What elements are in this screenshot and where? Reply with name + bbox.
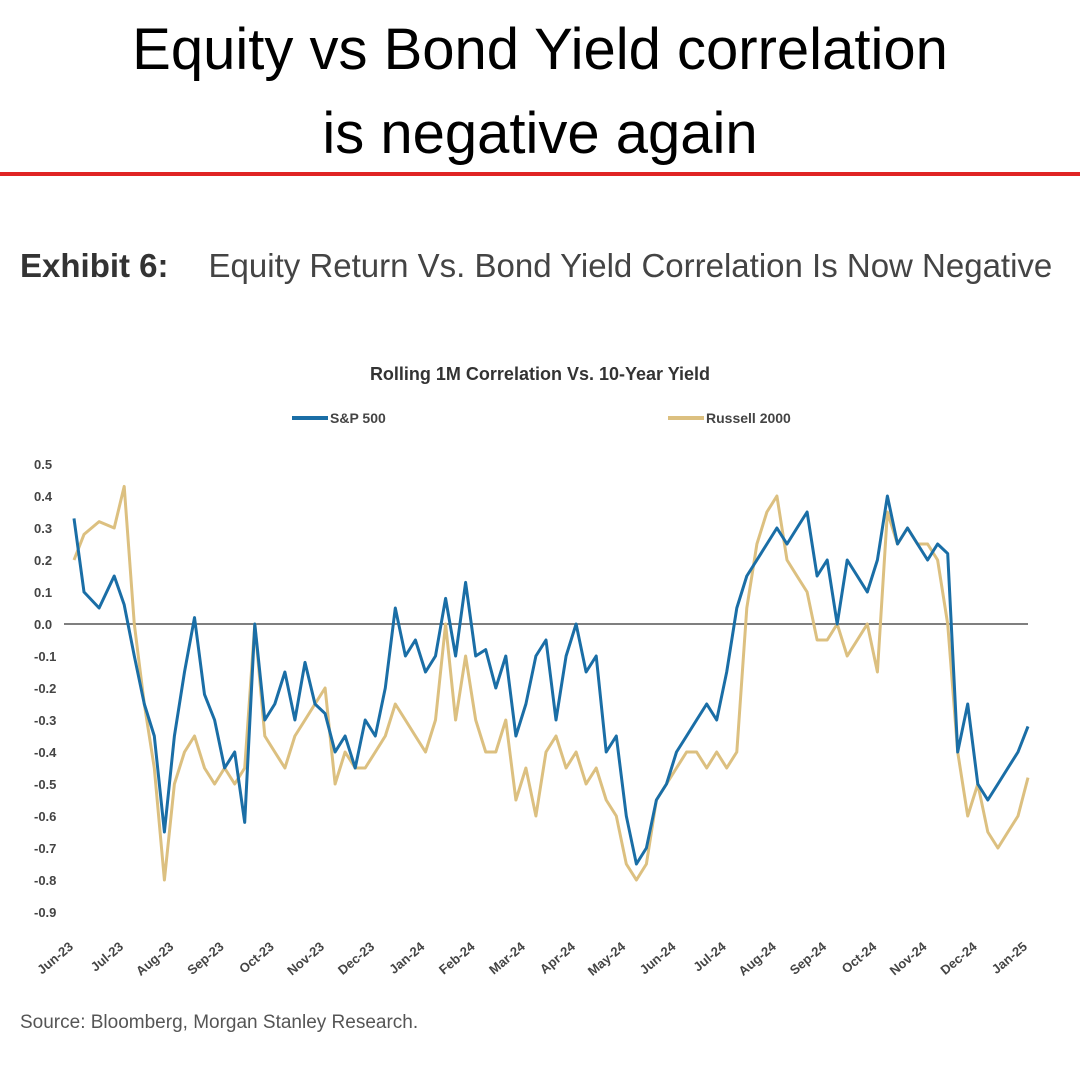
x-tick-label: Jan-25: [989, 939, 1030, 977]
exhibit-text: Equity Return Vs. Bond Yield Correlation…: [208, 247, 1053, 284]
y-tick-label: -0.9: [34, 905, 56, 920]
y-tick-label: -0.6: [34, 809, 56, 824]
series-line-sp500: [72, 494, 1030, 866]
y-tick-label: -0.4: [34, 745, 57, 760]
x-tick-label: May-24: [585, 938, 629, 978]
y-tick-label: 0.1: [34, 585, 52, 600]
x-tick-label: Dec-24: [937, 938, 980, 977]
y-tick-label: 0.5: [34, 457, 52, 472]
x-tick-label: Sep-24: [787, 938, 830, 977]
y-tick-label: 0.2: [34, 553, 52, 568]
y-tick-label: -0.2: [34, 681, 56, 696]
red-divider: [0, 172, 1080, 176]
headline-line-2: is negative again: [322, 101, 758, 166]
legend-label-2: Russell 2000: [706, 410, 791, 426]
x-tick-label: Jan-24: [386, 938, 428, 976]
source-note: Source: Bloomberg, Morgan Stanley Resear…: [20, 1012, 419, 1033]
x-tick-label: Feb-24: [436, 938, 478, 977]
x-tick-label: Apr-24: [537, 938, 579, 976]
exhibit-label: Exhibit 6:: [20, 247, 169, 284]
headline: Equity vs Bond Yield correlation is nega…: [0, 8, 1080, 176]
headline-line-1: Equity vs Bond Yield correlation: [132, 17, 948, 82]
legend-label-1: S&P 500: [330, 410, 386, 426]
y-tick-label: -0.3: [34, 713, 56, 728]
correlation-chart: S&P 500 Russell 2000 0.5 0.4 0.3 0.2 0.1 0.0 -0.…: [34, 410, 1030, 979]
y-tick-label: -0.1: [34, 649, 56, 664]
x-tick-label: Aug-24: [735, 938, 779, 978]
x-tick-label: Jul-23: [88, 939, 126, 975]
x-tick-label: Sep-23: [184, 939, 226, 978]
x-tick-label: Dec-23: [335, 939, 377, 978]
x-tick-label: Jul-24: [690, 938, 729, 974]
series-line-russell2000: [72, 484, 1030, 882]
y-tick-label: -0.8: [34, 873, 56, 888]
chart-title: Rolling 1M Correlation Vs. 10-Year Yield: [369, 364, 711, 384]
x-tick-label: Nov-23: [284, 939, 327, 978]
y-tick-label: 0.0: [34, 617, 52, 632]
x-tick-label: Oct-24: [839, 938, 880, 976]
x-tick-label: Oct-23: [236, 939, 277, 977]
x-tick-label: Nov-24: [887, 938, 930, 978]
x-tick-label: Jun-24: [637, 938, 679, 977]
exhibit-heading: Exhibit 6: Equity Return Vs. Bond Yield C…: [20, 238, 1060, 294]
y-tick-label: 0.4: [34, 489, 53, 504]
y-tick-label: -0.7: [34, 841, 56, 856]
x-tick-label: Jun-23: [34, 939, 76, 977]
x-tick-label: Mar-24: [486, 938, 528, 977]
y-tick-label: 0.3: [34, 521, 52, 536]
y-tick-label: -0.5: [34, 777, 56, 792]
x-tick-label: Aug-23: [133, 939, 176, 979]
